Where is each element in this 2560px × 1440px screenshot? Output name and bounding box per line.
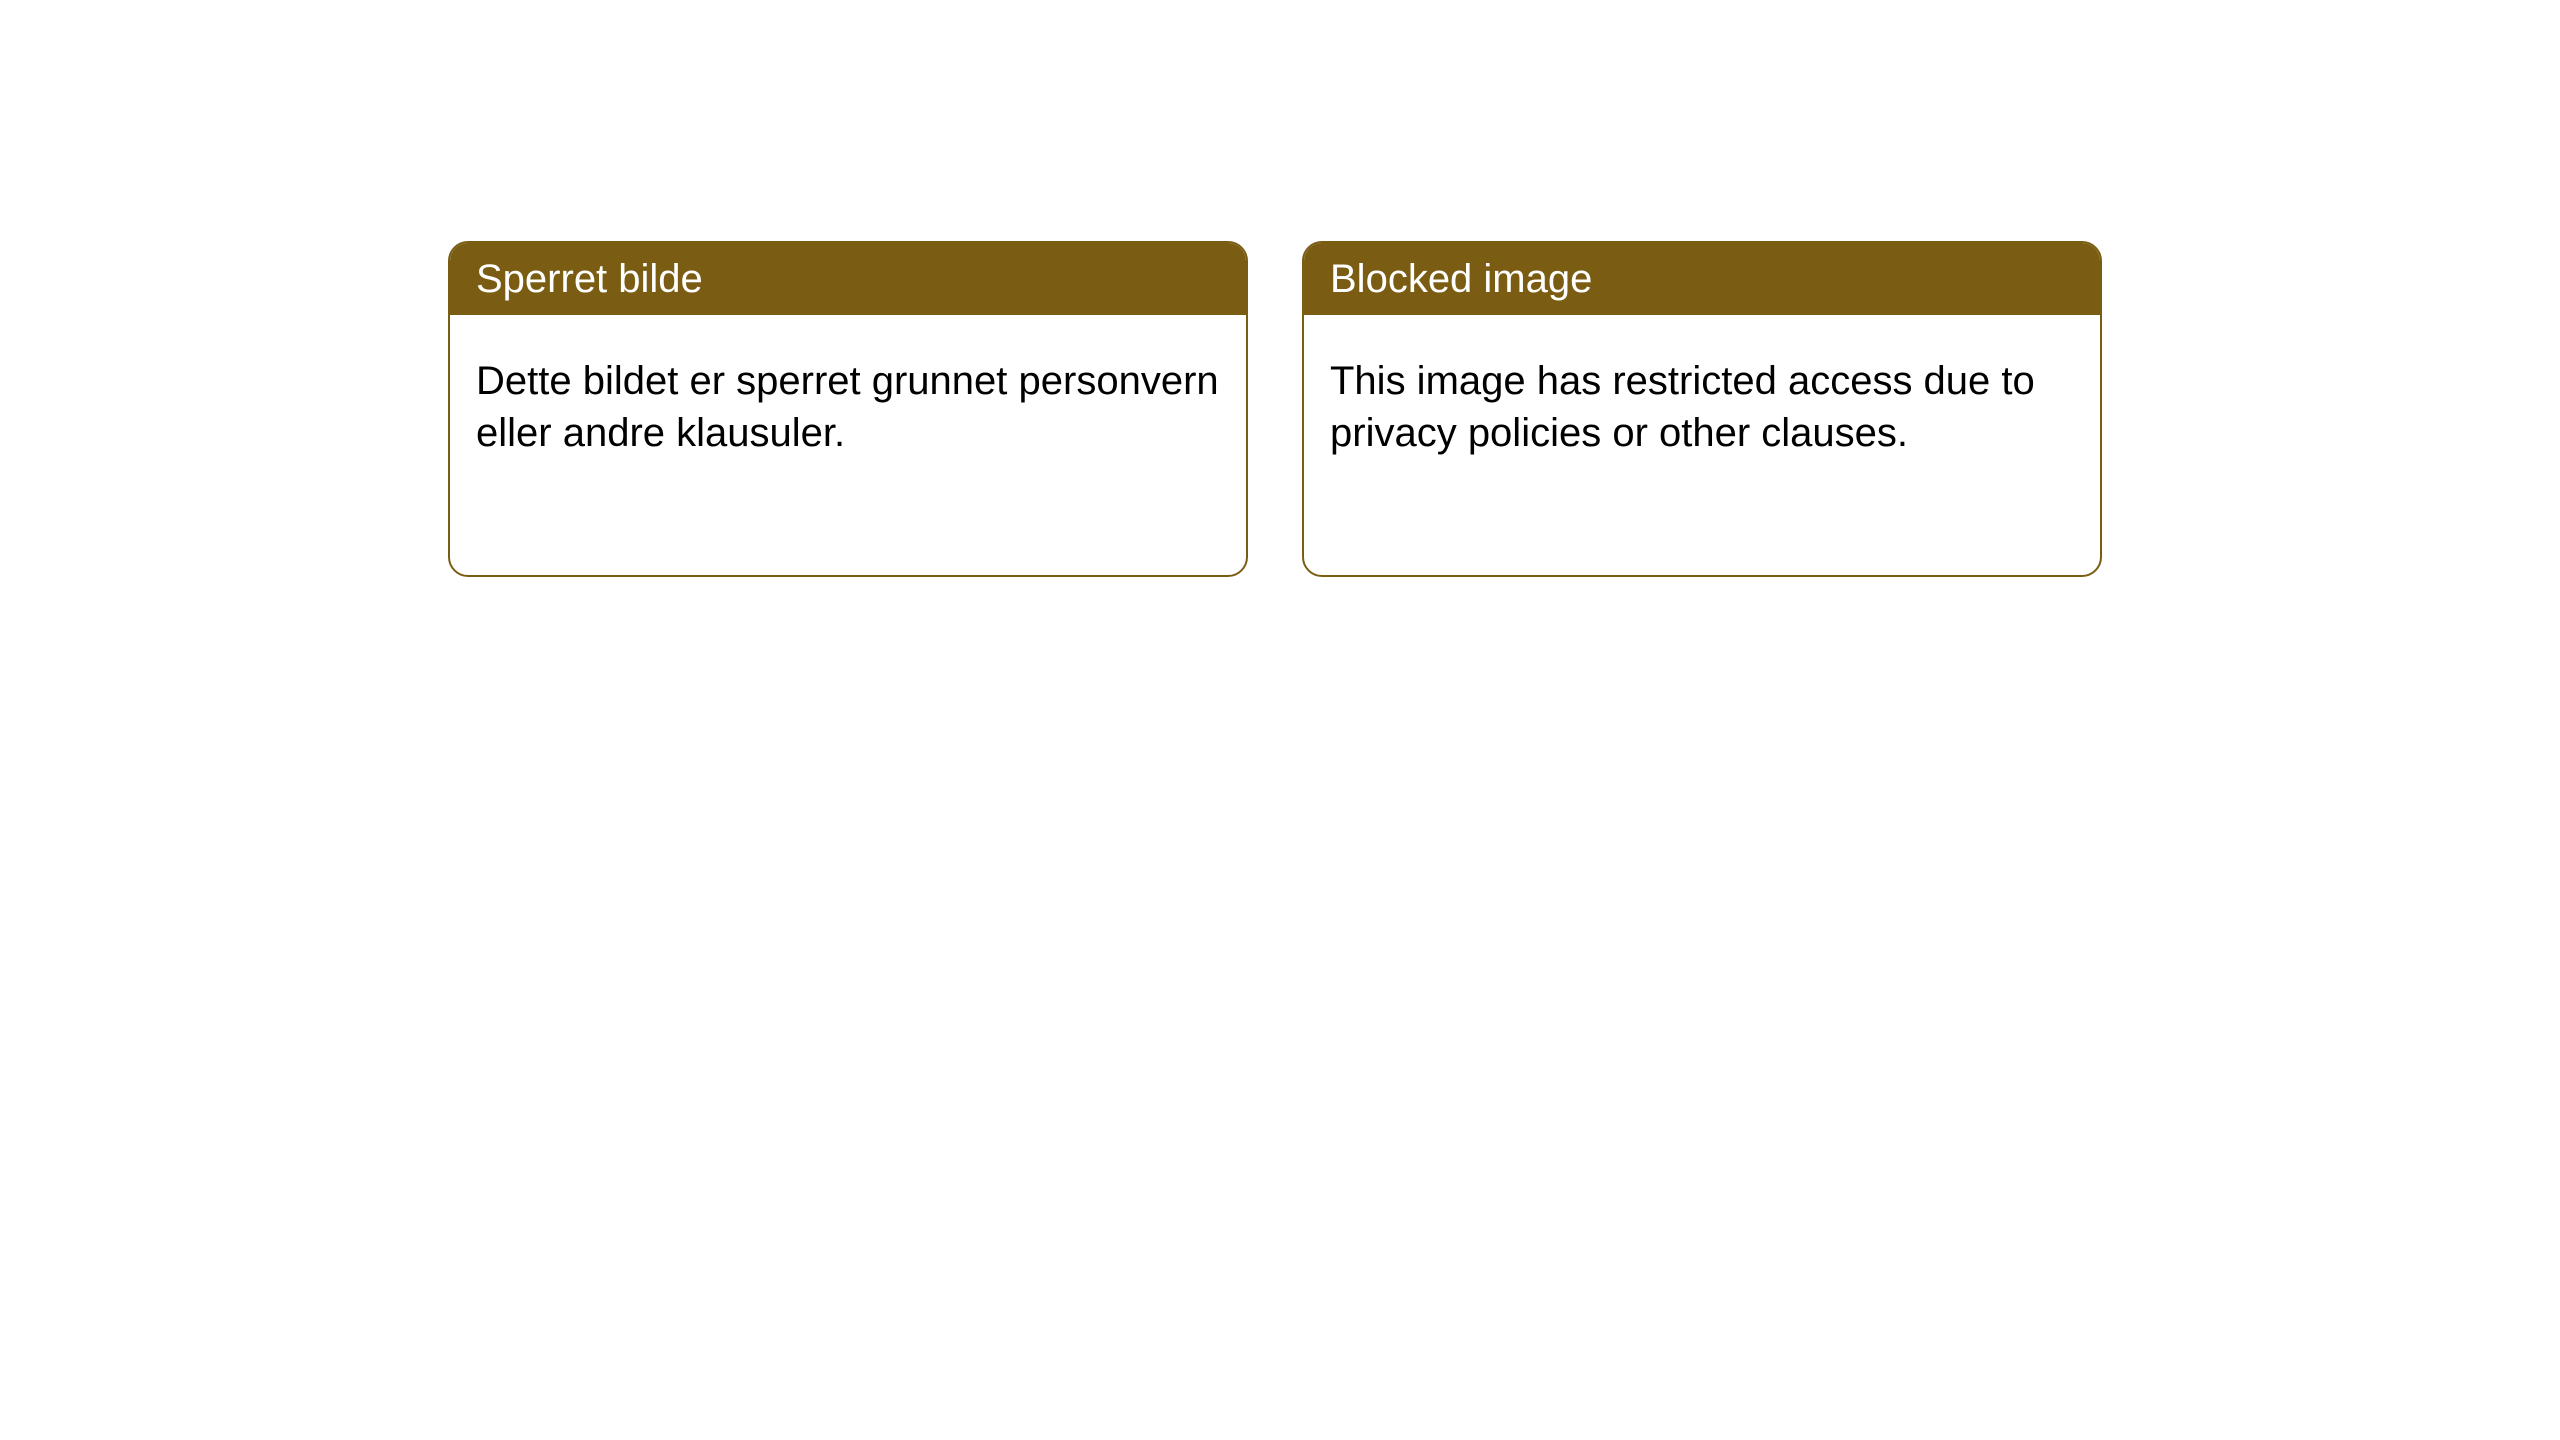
notices-container: Sperret bilde Dette bildet er sperret gr… — [448, 241, 2102, 577]
notice-header: Sperret bilde — [450, 243, 1246, 315]
notice-title: Blocked image — [1330, 257, 1592, 301]
notice-header: Blocked image — [1304, 243, 2100, 315]
notice-body: This image has restricted access due to … — [1304, 315, 2100, 499]
notice-body: Dette bildet er sperret grunnet personve… — [450, 315, 1246, 499]
notice-box-english: Blocked image This image has restricted … — [1302, 241, 2102, 577]
notice-title: Sperret bilde — [476, 257, 703, 301]
notice-box-norwegian: Sperret bilde Dette bildet er sperret gr… — [448, 241, 1248, 577]
notice-text: This image has restricted access due to … — [1330, 359, 2035, 455]
notice-text: Dette bildet er sperret grunnet personve… — [476, 359, 1219, 455]
